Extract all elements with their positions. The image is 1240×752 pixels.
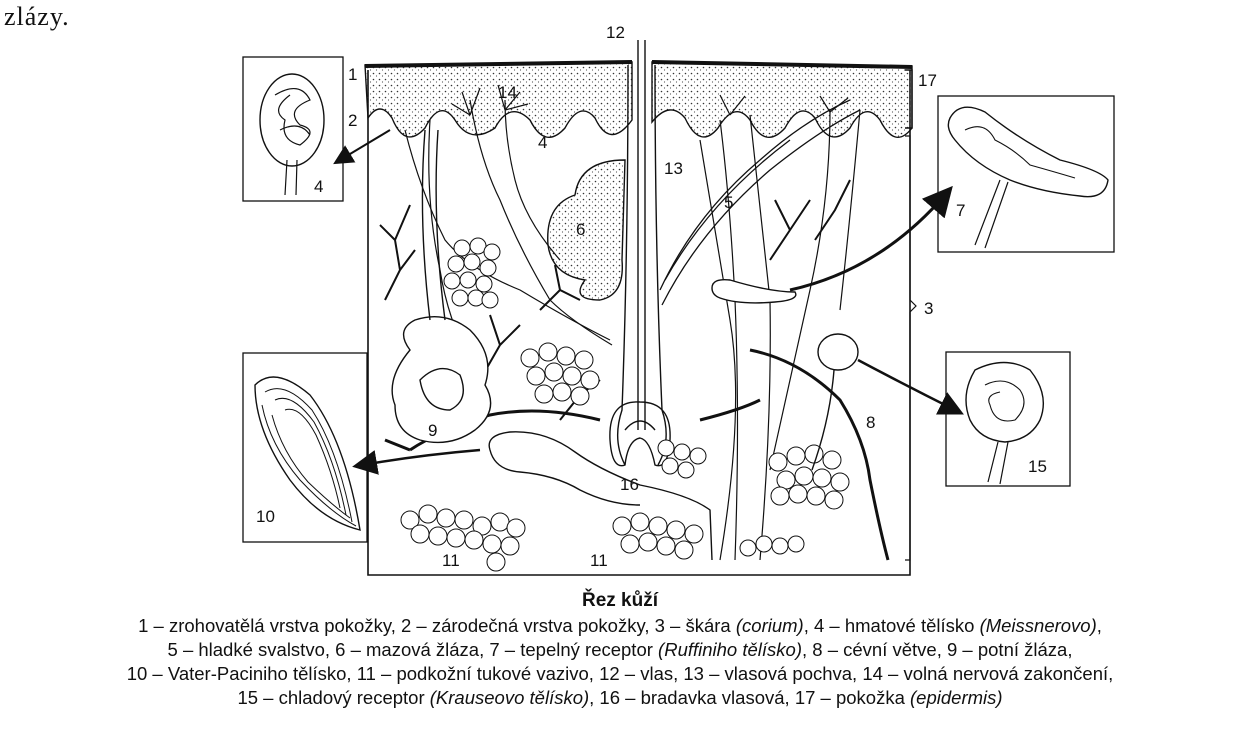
free-nerve-endings (451, 84, 849, 116)
inset-pacini (242, 352, 368, 543)
legend-4b: (Krauseovo tělísko) (429, 687, 590, 708)
legend-4a: 15 – chladový receptor (237, 687, 430, 708)
inset-krause (945, 351, 1071, 487)
bracket-17 (905, 69, 913, 129)
hair-sheath (617, 64, 667, 466)
inset-meissner (242, 56, 344, 202)
label-5: 5 (724, 193, 733, 212)
legend-1a: 1 – zrohovatělá vrstva pokožky, 2 – záro… (138, 615, 736, 636)
legend-4d: (epidermis) (910, 687, 1003, 708)
legend-line-1: 1 – zrohovatělá vrstva pokožky, 2 – záro… (0, 614, 1240, 638)
legend-1e: , (1096, 615, 1102, 636)
krause-in-section (811, 333, 859, 471)
ruffini-in-section (711, 278, 797, 304)
number-labels: 1 2 3 4 4 5 6 7 8 9 10 11 11 12 13 14 15… (256, 23, 1047, 570)
legend-4c: , 16 – bradavka vlasová, 17 – pokožka (589, 687, 911, 708)
label-6: 6 (576, 220, 585, 239)
legend-2b: (Ruffiniho tělísko) (658, 639, 802, 660)
legend-line-2: 5 – hladké svalstvo, 6 – mazová žláza, 7… (0, 638, 1240, 662)
label-12: 12 (606, 23, 625, 42)
label-9: 9 (428, 421, 437, 440)
label-8: 8 (866, 413, 875, 432)
label-3: 3 (924, 299, 933, 318)
sebaceous-gland (547, 159, 626, 301)
hair-papilla (609, 401, 671, 467)
label-2: 2 (348, 111, 357, 130)
inset-ruffini (937, 95, 1115, 253)
sweat-gland (391, 129, 492, 444)
label-11a: 11 (442, 551, 460, 570)
epidermis-layer (364, 60, 913, 138)
figure-title: Řez kůží (581, 590, 659, 611)
label-4-inset: 4 (314, 177, 323, 196)
label-17: 17 (918, 71, 937, 90)
fat-lobules (400, 237, 850, 572)
arrows (333, 129, 964, 475)
figure-caption: Řez kůží 1 – zrohovatělá vrstva pokožky,… (0, 590, 1240, 710)
legend-1b: (corium) (735, 615, 804, 636)
hair-shaft (637, 40, 646, 430)
legend-2a: 5 – hladké svalstvo, 6 – mazová žláza, 7… (167, 639, 659, 660)
skin-cross-section-diagram: 1 2 3 4 4 5 6 7 8 9 10 11 11 12 13 14 15… (242, 23, 1115, 576)
dermal-vessel-loop (488, 431, 713, 561)
label-15: 15 (1028, 457, 1047, 476)
label-14: 14 (498, 83, 517, 102)
label-13: 13 (664, 159, 683, 178)
bracket-3 (905, 135, 917, 561)
top-text-fragment: zlázy. (4, 2, 70, 31)
legend-1c: , 4 – hmatové tělísko (803, 615, 980, 636)
legend-line-4: 15 – chladový receptor (Krauseovo tělísk… (0, 686, 1240, 710)
label-4: 4 (538, 133, 547, 152)
legend-3a: 10 – Vater-Paciniho tělísko, 11 – podkož… (126, 663, 1114, 684)
legend-1d: (Meissnerovo) (979, 615, 1097, 636)
label-11b: 11 (590, 551, 608, 570)
label-7: 7 (956, 201, 965, 220)
legend-line-3: 10 – Vater-Paciniho tělísko, 11 – podkož… (0, 662, 1240, 686)
label-16: 16 (620, 475, 639, 494)
label-10: 10 (256, 507, 275, 526)
smooth-muscle (659, 99, 861, 306)
label-1: 1 (348, 65, 357, 84)
legend-2c: , 8 – cévní větve, 9 – potní žláza, (802, 639, 1073, 660)
